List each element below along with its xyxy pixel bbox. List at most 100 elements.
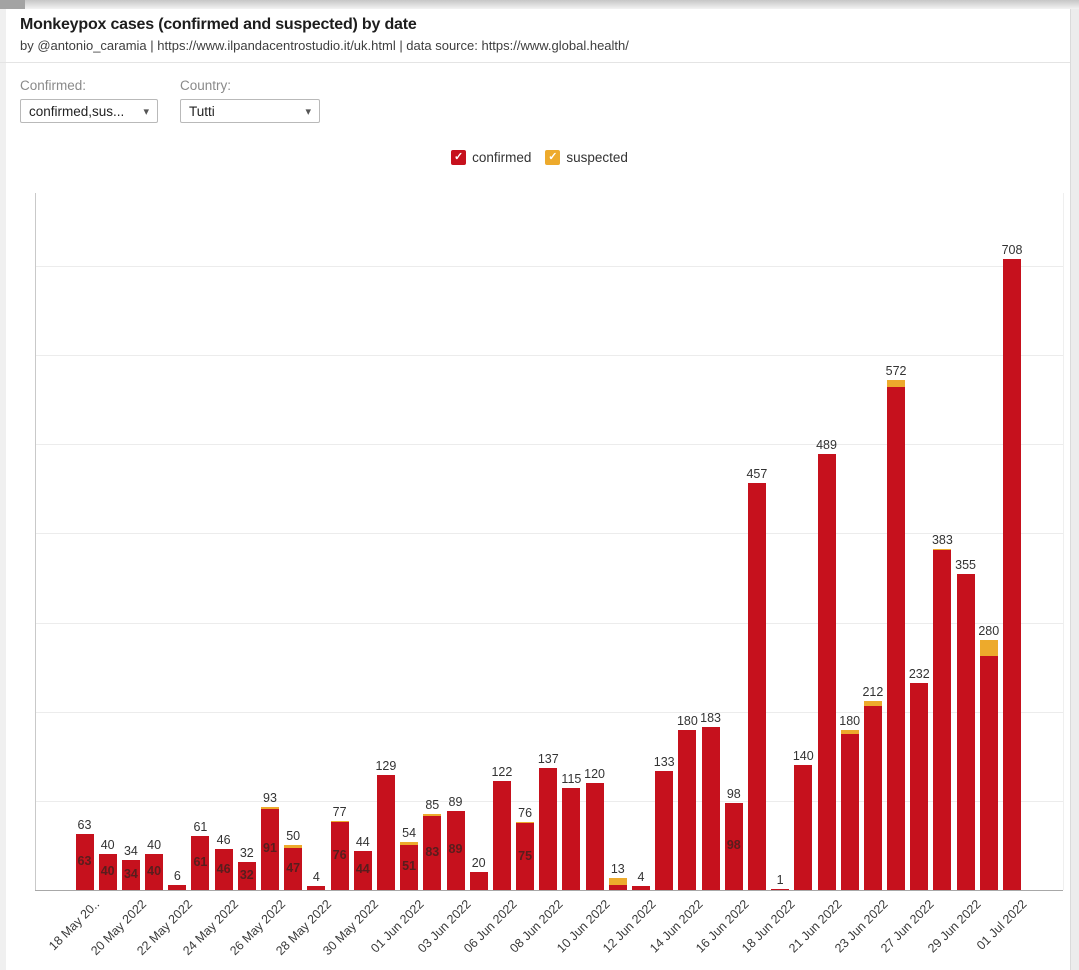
bar[interactable] <box>492 781 511 890</box>
chevron-down-icon: ▾ <box>305 105 311 118</box>
bar-total-label: 708 <box>1001 242 1023 257</box>
bar[interactable] <box>887 380 906 890</box>
bar[interactable] <box>608 878 627 890</box>
bar[interactable] <box>840 729 859 890</box>
confirmed-filter-label: Confirmed: <box>20 78 87 93</box>
bar[interactable] <box>75 833 94 890</box>
confirmed-filter-select[interactable]: confirmed,sus... ▾ <box>20 99 158 123</box>
vertical-scrollbar[interactable] <box>1070 0 1079 970</box>
bar-confirmed-label: 89 <box>448 842 463 857</box>
y-gridline <box>35 533 1063 535</box>
bar[interactable] <box>632 886 650 890</box>
bar-total-label: 180 <box>676 713 698 728</box>
bar-total-label: 63 <box>77 817 92 832</box>
bar[interactable] <box>423 814 442 890</box>
bar[interactable] <box>330 821 349 890</box>
bar-total-label: 212 <box>862 685 884 699</box>
bar[interactable] <box>400 841 419 890</box>
bar-suspected-segment <box>516 822 535 824</box>
bar-total-label: 77 <box>332 805 347 820</box>
bar[interactable] <box>655 771 674 890</box>
bar-total-label: 46 <box>216 833 231 847</box>
bar-total-label: 280 <box>978 624 1000 639</box>
chevron-down-icon: ▾ <box>143 105 149 118</box>
bar-total-label: 40 <box>147 838 162 853</box>
bar[interactable] <box>145 854 164 890</box>
bar[interactable] <box>516 822 535 890</box>
bar[interactable] <box>214 849 233 890</box>
left-gutter <box>0 9 6 970</box>
bar-total-label: 122 <box>491 765 513 780</box>
bar-total-label: 489 <box>816 438 837 453</box>
bar-total-label: 383 <box>931 532 953 547</box>
bar-total-label: 457 <box>746 466 768 481</box>
bar[interactable] <box>353 850 372 890</box>
bar[interactable] <box>562 787 581 890</box>
bar[interactable] <box>979 640 998 890</box>
bar-confirmed-label: 46 <box>216 861 231 876</box>
bar-confirmed-label: 40 <box>100 864 115 879</box>
bar-total-label: 1 <box>776 873 784 887</box>
legend-item-suspected[interactable]: ✓ suspected <box>545 150 628 165</box>
bar-suspected-segment <box>284 845 303 849</box>
bar-total-label: 129 <box>375 759 397 773</box>
country-filter-select[interactable]: Tutti ▾ <box>180 99 320 123</box>
bar[interactable] <box>817 454 836 890</box>
y-gridline <box>35 711 1063 713</box>
bar[interactable] <box>863 701 882 890</box>
bar-total-label: 89 <box>448 794 463 809</box>
bar[interactable] <box>701 726 720 890</box>
bar-confirmed-label: 51 <box>402 859 417 874</box>
bar-total-label: 44 <box>355 834 370 849</box>
bar-suspected-segment <box>608 878 627 885</box>
bar[interactable] <box>933 548 952 890</box>
bar-suspected-segment <box>887 380 906 388</box>
bar[interactable] <box>284 845 303 890</box>
bar[interactable] <box>771 889 790 890</box>
bar-suspected-segment <box>863 701 882 707</box>
bar[interactable] <box>910 683 929 890</box>
suspected-checkbox-icon: ✓ <box>545 150 561 165</box>
bar[interactable] <box>469 872 488 890</box>
y-gridline <box>35 355 1063 357</box>
bar-total-label: 20 <box>471 856 486 871</box>
bar[interactable] <box>1003 258 1021 890</box>
bar[interactable] <box>191 835 210 890</box>
bar-total-label: 50 <box>286 829 301 844</box>
bar[interactable] <box>724 802 743 890</box>
bar[interactable] <box>237 861 256 890</box>
horizontal-scrollbar-thumb[interactable] <box>0 0 25 9</box>
bar-confirmed-label: 76 <box>332 848 347 863</box>
legend-item-confirmed[interactable]: ✓ confirmed <box>451 150 531 165</box>
y-gridline <box>35 444 1063 446</box>
bar-total-label: 232 <box>908 667 930 682</box>
bar[interactable] <box>678 729 697 890</box>
bar[interactable] <box>121 859 140 890</box>
bar-suspected-segment <box>423 814 442 816</box>
bar-confirmed-label: 47 <box>286 861 301 876</box>
bar-suspected-segment <box>979 640 998 657</box>
filter-bar: Confirmed: confirmed,sus... ▾ Country: T… <box>20 78 320 123</box>
bar[interactable] <box>747 482 766 890</box>
legend: ✓ confirmed ✓ suspected <box>0 150 1079 165</box>
bar-total-label: 54 <box>402 825 417 840</box>
bar[interactable] <box>794 765 813 890</box>
bar[interactable] <box>956 573 975 890</box>
horizontal-scrollbar[interactable] <box>0 0 1079 9</box>
bar[interactable] <box>168 884 187 890</box>
bar[interactable] <box>376 775 395 890</box>
confirmed-checkbox-icon: ✓ <box>451 150 467 165</box>
bar[interactable] <box>261 807 279 890</box>
bar[interactable] <box>539 767 558 890</box>
country-filter-label: Country: <box>180 78 232 93</box>
bar[interactable] <box>446 810 465 890</box>
bar[interactable] <box>98 854 117 890</box>
page-title: Monkeypox cases (confirmed and suspected… <box>20 16 417 33</box>
bar[interactable] <box>307 886 326 890</box>
bar-total-label: 180 <box>839 713 861 728</box>
bar[interactable] <box>585 783 604 890</box>
bar-total-label: 120 <box>584 767 606 781</box>
bar-total-label: 61 <box>193 819 208 834</box>
y-axis-line <box>35 193 36 890</box>
